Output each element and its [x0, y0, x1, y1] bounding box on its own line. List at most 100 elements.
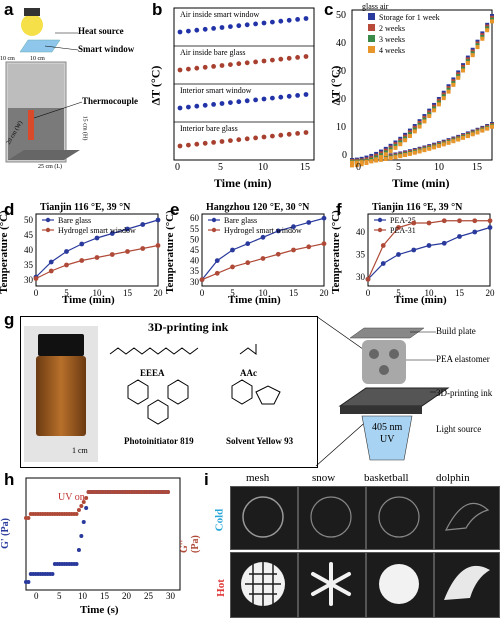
- series-1-point-4: [94, 255, 100, 260]
- c-tick-y-3: 30: [336, 66, 346, 77]
- c-s3-up-7: [383, 152, 388, 157]
- b-row-0-point-7: [236, 23, 242, 29]
- series-1-point-7: [140, 246, 146, 251]
- b-row-label-3: Interior bare glass: [180, 124, 238, 133]
- uv-cone: [361, 415, 413, 461]
- series-1-point-8: [487, 218, 493, 224]
- x-tick-0: 0: [34, 288, 39, 298]
- h-gdprime-22: [76, 508, 81, 512]
- c-s3-lo-16: [427, 146, 432, 151]
- series-0-point-7: [306, 220, 312, 225]
- c-s3-up-27: [480, 36, 485, 41]
- c-xlabel: Time (min): [392, 176, 450, 190]
- series-1-point-0: [365, 276, 371, 282]
- c-legend-0: Storage for 1 week: [368, 12, 440, 23]
- panel-b: b Air inside smart window Air inside bar…: [148, 0, 320, 200]
- b-row-0-point-8: [244, 22, 250, 28]
- c-tick-y-0: 0: [342, 150, 347, 161]
- panel-e-label: e: [170, 200, 180, 219]
- c-legend-1: 2 weeks: [368, 23, 440, 34]
- b-row-1-point-6: [228, 62, 233, 67]
- build-plate: [349, 327, 425, 339]
- y-tick-5: 55: [190, 224, 200, 234]
- h-gdprime-24: [81, 500, 86, 504]
- panel-b-chart: [173, 7, 315, 161]
- c-s3-up-19: [441, 96, 446, 101]
- series-0-point-6: [457, 234, 462, 239]
- b-row-1-point-13: [286, 55, 292, 61]
- scale-label: 1 cm: [72, 446, 88, 455]
- panel-h-label: h: [4, 470, 15, 489]
- b-row-0-point-10: [261, 20, 267, 26]
- series-0-point-1: [48, 259, 54, 265]
- b-row-0-point-11: [270, 19, 275, 25]
- c-s3-lo-14: [417, 149, 422, 154]
- c-s3-up-15: [422, 119, 427, 124]
- b-row-2-point-2: [194, 103, 200, 109]
- series-1-point-4: [426, 220, 432, 226]
- b-row-1-point-14: [295, 55, 300, 60]
- b-row-3-point-12: [278, 132, 284, 138]
- c-s3-lo-29: [490, 124, 494, 129]
- c-s3-up-29: [490, 19, 494, 24]
- b-row-3-point-8: [244, 136, 250, 142]
- dolphin-hot-shape: [444, 565, 490, 600]
- i-col-snow: snow: [312, 472, 336, 484]
- h-gprime-21: [74, 562, 79, 566]
- b-row-2-point-6: [228, 100, 233, 105]
- c-s3-up-2: [359, 162, 364, 167]
- series-0-point-1: [380, 261, 386, 266]
- series-1-point-3: [245, 260, 251, 266]
- c-s3-up-24: [465, 60, 470, 65]
- d-xlabel: Time (min): [62, 294, 115, 306]
- c-s3-lo-13: [412, 150, 417, 155]
- c-s3-lo-20: [446, 140, 451, 145]
- c-s3-lo-3: [364, 159, 369, 164]
- c-s3-up-20: [446, 89, 451, 94]
- b-row-2-point-3: [202, 102, 208, 108]
- dim-h: 15 cm (H): [81, 115, 88, 141]
- f-title: Tianjin 116 °E, 39 °N: [372, 202, 463, 213]
- h-tick-x-0: 0: [34, 591, 39, 601]
- panel-c-label: c: [324, 0, 334, 19]
- f-ylabel: Temperature (°C): [329, 210, 342, 294]
- y-tick-1: 35: [24, 260, 34, 270]
- series-1-point-5: [275, 251, 281, 257]
- b-tick-x-0: 0: [175, 162, 180, 173]
- b-row-3-point-11: [270, 133, 275, 139]
- b-row-0-point-14: [295, 17, 300, 22]
- plot-frame: [367, 213, 491, 287]
- h-tick-x-1: 5: [57, 591, 62, 601]
- c-s3-lo-4: [369, 159, 374, 164]
- b-row-2-point-13: [286, 93, 292, 99]
- series-1-point-6: [457, 218, 462, 224]
- e-ylabel: Temperature (°C): [163, 210, 176, 294]
- y-tick-2: 40: [356, 227, 366, 237]
- b-row-1-point-9: [253, 59, 258, 65]
- y-tick-4: 50: [190, 234, 200, 244]
- c-legend: Storage for 1 week 2 weeks 3 weeks 4 wee…: [368, 12, 440, 56]
- b-row-2-point-7: [236, 99, 242, 105]
- c-s3-lo-1: [354, 160, 359, 165]
- b-row-1-point-5: [219, 63, 225, 68]
- b-row-3-point-0: [177, 143, 183, 149]
- h-gprime-23: [79, 534, 84, 538]
- b-row-0-point-13: [286, 17, 292, 23]
- c-s3-up-6: [378, 154, 383, 159]
- series-1-point-3: [79, 258, 85, 263]
- x-tick-1: 5: [396, 288, 401, 298]
- h-tick-x-2: 10: [78, 591, 87, 601]
- resin-vat: [338, 387, 450, 407]
- b-row-2-point-10: [261, 96, 267, 102]
- b-row-3-point-7: [236, 137, 242, 143]
- y-tick-2: 40: [24, 245, 34, 255]
- b-row-3-point-2: [194, 141, 200, 147]
- h-gdprime-59: [165, 490, 170, 494]
- c-s3-up-16: [427, 114, 432, 119]
- b-row-0-point-5: [219, 25, 225, 30]
- c-s3-lo-5: [374, 158, 379, 163]
- b-row-0-point-6: [228, 24, 233, 29]
- h-tick-x-3: 15: [100, 591, 109, 601]
- tile-snow-hot: [298, 552, 366, 618]
